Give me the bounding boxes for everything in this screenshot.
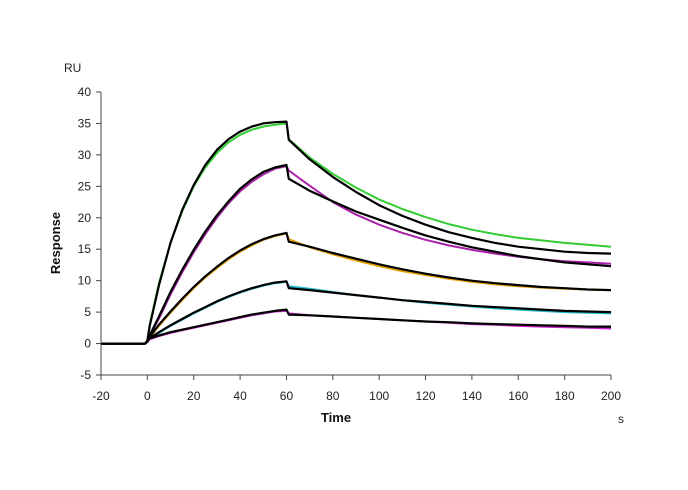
y-tick-label: 0 (84, 337, 91, 351)
fit-curve-7 (101, 280, 612, 345)
x-tick-label: 160 (508, 389, 528, 403)
y-unit-label: RU (64, 61, 81, 75)
x-ticks: -20 0 20 40 60 80 100 120 140 160 180 200 (92, 375, 621, 403)
y-ticks: -5 0 5 10 15 20 25 30 35 40 (78, 85, 101, 382)
fit-curve-5 (101, 231, 612, 345)
x-unit-label: s (618, 412, 624, 426)
y-tick-label: 5 (84, 305, 91, 319)
fit-curve-9 (101, 308, 611, 345)
response-curve-6 (101, 280, 612, 345)
x-tick-label: 60 (280, 389, 294, 403)
x-tick-label: 180 (555, 389, 575, 403)
fit-curve-1 (101, 120, 612, 345)
fit-curve-3 (101, 163, 612, 345)
y-tick-label: -5 (80, 368, 91, 382)
x-tick-label: 0 (144, 389, 151, 403)
x-tick-label: 80 (326, 389, 340, 403)
y-tick-label: 35 (78, 116, 92, 130)
axes (100, 92, 611, 376)
y-tick-label: 20 (78, 211, 92, 225)
x-axis-title: Time (321, 410, 351, 425)
y-axis-title: Response (48, 212, 63, 274)
y-tick-label: 10 (78, 274, 92, 288)
x-tick-label: 120 (416, 389, 436, 403)
plot-lines (101, 120, 612, 345)
x-tick-label: -20 (92, 389, 110, 403)
y-tick-label: 40 (78, 85, 92, 99)
y-tick-label: 30 (78, 148, 92, 162)
y-tick-label: 25 (78, 179, 92, 193)
x-tick-label: 200 (601, 389, 621, 403)
y-tick-label: 15 (78, 242, 92, 256)
x-tick-label: 140 (462, 389, 482, 403)
x-tick-label: 40 (233, 389, 247, 403)
response-curve-8 (101, 309, 612, 345)
x-tick-label: 20 (187, 389, 201, 403)
x-tick-label: 100 (369, 389, 389, 403)
